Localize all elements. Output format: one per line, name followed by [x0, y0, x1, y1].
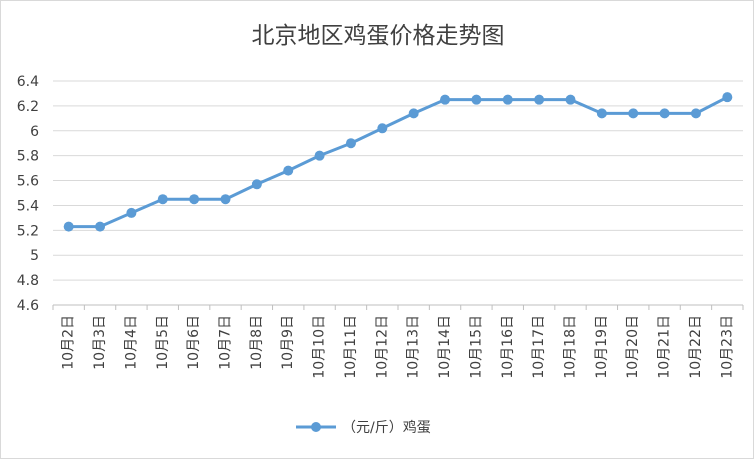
y-tick-label: 5.2 — [17, 223, 39, 239]
x-tick-label: 10月8日 — [249, 315, 265, 370]
x-tick-label: 10月4日 — [123, 315, 139, 370]
legend: （元/斤）鸡蛋 — [296, 419, 431, 436]
y-axis: 4.6 4.8 5 5.2 5.4 5.6 5.8 6 6.2 6.4 — [17, 74, 39, 314]
x-tick-label: 10月13日 — [406, 315, 422, 379]
x-tick-label: 10月9日 — [280, 315, 296, 370]
chart-title: 北京地区鸡蛋价格走势图 — [252, 23, 505, 49]
y-tick-label: 4.6 — [17, 298, 39, 314]
data-point — [565, 94, 576, 105]
data-point — [440, 94, 451, 105]
y-tick-label: 4.8 — [17, 273, 39, 289]
y-tick-label: 5.8 — [17, 149, 39, 165]
data-point — [314, 150, 325, 161]
data-point — [596, 108, 607, 119]
x-tick-label: 10月21日 — [657, 315, 673, 379]
x-tick-label: 10月7日 — [218, 315, 234, 370]
y-tick-label: 5 — [30, 248, 39, 264]
data-point — [95, 221, 106, 232]
x-tick-label: 10月11日 — [343, 315, 359, 379]
data-point — [408, 108, 419, 119]
data-point — [283, 165, 294, 176]
data-point — [502, 94, 513, 105]
legend-label: （元/斤）鸡蛋 — [342, 419, 431, 436]
x-tick-label: 10月17日 — [531, 315, 547, 379]
data-point — [722, 92, 733, 103]
gridlines — [53, 80, 743, 306]
x-tick-label: 10月3日 — [92, 315, 108, 370]
data-point — [534, 94, 545, 105]
data-point — [377, 123, 388, 134]
data-point — [659, 108, 670, 119]
x-tick-label: 10月18日 — [563, 315, 579, 379]
data-point — [345, 138, 356, 149]
data-point — [251, 179, 262, 190]
data-point — [690, 108, 701, 119]
series-line — [67, 95, 729, 229]
x-axis: 10月2日 10月3日 10月4日 10月5日 10月6日 10月7日 10月8日 10月9日… — [52, 304, 744, 379]
x-tick-label: 10月22日 — [688, 315, 704, 379]
data-point — [157, 194, 168, 205]
y-tick-label: 6.4 — [17, 74, 39, 90]
x-tick-label: 10月6日 — [186, 315, 202, 370]
data-point — [628, 108, 639, 119]
x-tick-label: 10月15日 — [468, 315, 484, 379]
y-tick-label: 6 — [30, 124, 39, 140]
legend-point-marker — [311, 422, 321, 432]
x-tick-label: 10月20日 — [625, 315, 641, 379]
series-egg-price — [63, 92, 733, 232]
x-tick-label: 10月14日 — [437, 315, 453, 379]
y-tick-label: 5.4 — [17, 198, 39, 214]
x-tick-label: 10月19日 — [594, 315, 610, 379]
y-tick-label: 6.2 — [17, 99, 39, 115]
x-tick-label: 10月12日 — [374, 315, 390, 379]
data-point — [471, 94, 482, 105]
x-tick-label: 10月16日 — [500, 315, 516, 379]
data-point — [126, 207, 137, 218]
y-tick-label: 5.6 — [17, 174, 39, 190]
x-tick-label: 10月10日 — [312, 315, 328, 379]
data-point — [220, 194, 231, 205]
x-tick-label: 10月5日 — [155, 315, 171, 370]
x-tick-label: 10月23日 — [719, 315, 735, 379]
data-point — [189, 194, 200, 205]
data-point — [63, 221, 74, 232]
x-tick-label: 10月2日 — [61, 315, 77, 370]
